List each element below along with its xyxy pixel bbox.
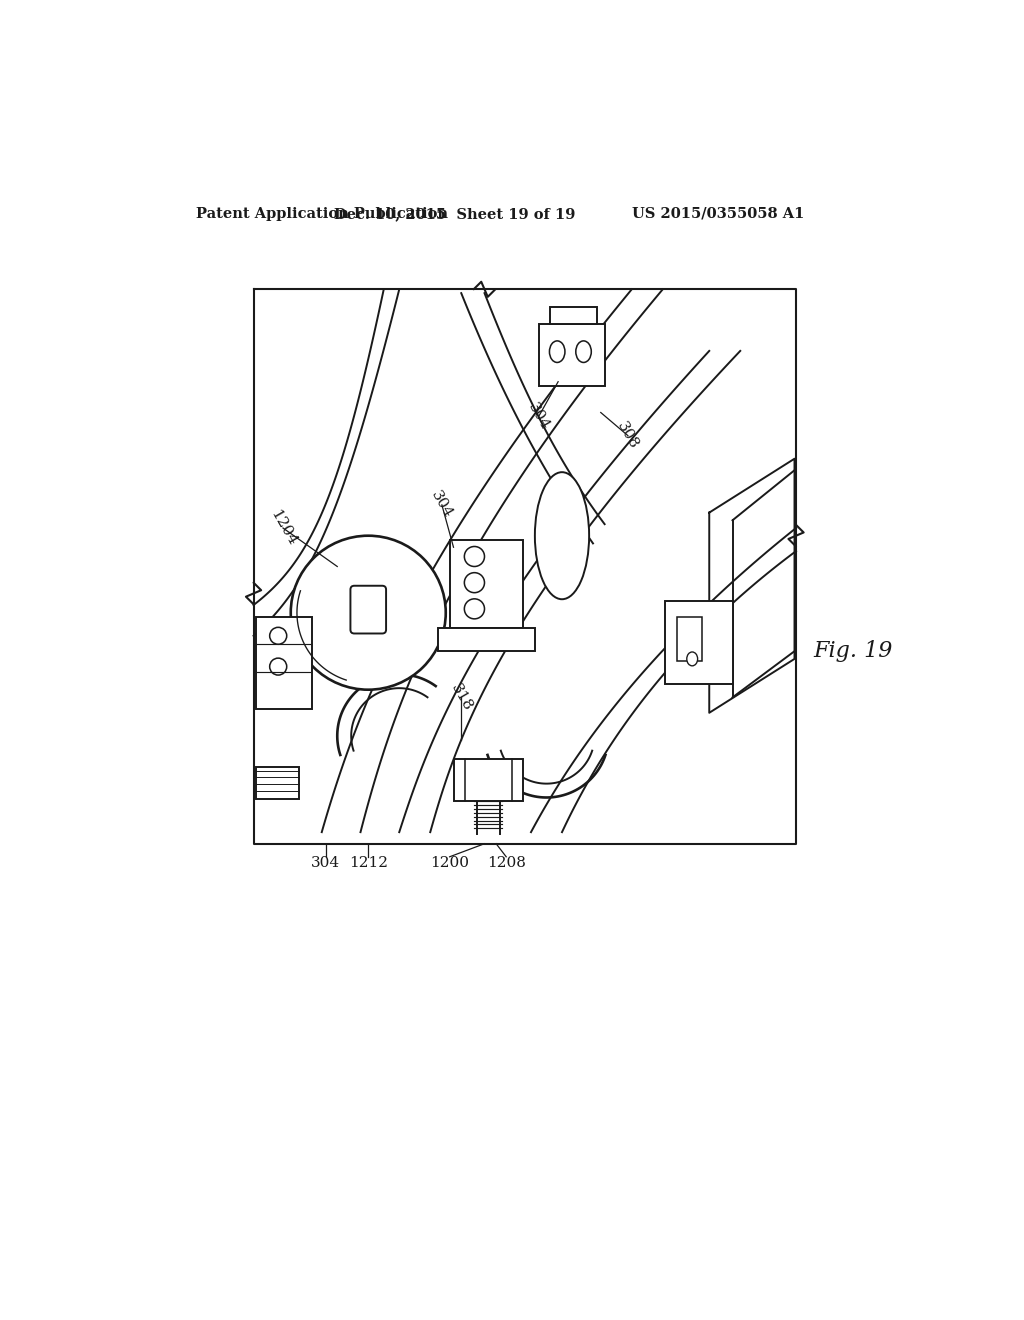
Circle shape bbox=[464, 546, 484, 566]
Ellipse shape bbox=[269, 659, 287, 675]
Text: Dec. 10, 2015  Sheet 19 of 19: Dec. 10, 2015 Sheet 19 of 19 bbox=[335, 207, 575, 220]
Bar bbox=[550, 308, 597, 323]
Ellipse shape bbox=[269, 627, 287, 644]
Bar bbox=[665, 601, 733, 684]
Text: 1200: 1200 bbox=[430, 855, 469, 870]
Bar bbox=[454, 759, 523, 801]
Ellipse shape bbox=[535, 473, 589, 599]
Ellipse shape bbox=[687, 652, 697, 665]
Bar bbox=[539, 323, 604, 385]
Circle shape bbox=[464, 599, 484, 619]
Text: 1208: 1208 bbox=[486, 855, 525, 870]
FancyBboxPatch shape bbox=[350, 586, 386, 634]
Bar bbox=[677, 616, 701, 661]
Ellipse shape bbox=[575, 341, 591, 363]
Text: 1212: 1212 bbox=[349, 855, 388, 870]
Text: 304: 304 bbox=[428, 488, 456, 521]
Bar bbox=[256, 616, 311, 709]
Bar bbox=[256, 767, 299, 799]
Text: 1204: 1204 bbox=[267, 508, 299, 548]
Text: 304: 304 bbox=[525, 400, 552, 433]
Text: 318: 318 bbox=[447, 681, 474, 713]
Text: 308: 308 bbox=[614, 420, 641, 451]
Bar bbox=[450, 540, 523, 628]
Circle shape bbox=[464, 573, 484, 593]
Bar bbox=[438, 628, 535, 651]
Ellipse shape bbox=[550, 341, 565, 363]
Text: Fig. 19: Fig. 19 bbox=[813, 640, 892, 663]
Text: US 2015/0355058 A1: US 2015/0355058 A1 bbox=[632, 207, 804, 220]
Circle shape bbox=[291, 536, 445, 689]
Text: 304: 304 bbox=[311, 855, 340, 870]
Text: Patent Application Publication: Patent Application Publication bbox=[197, 207, 449, 220]
